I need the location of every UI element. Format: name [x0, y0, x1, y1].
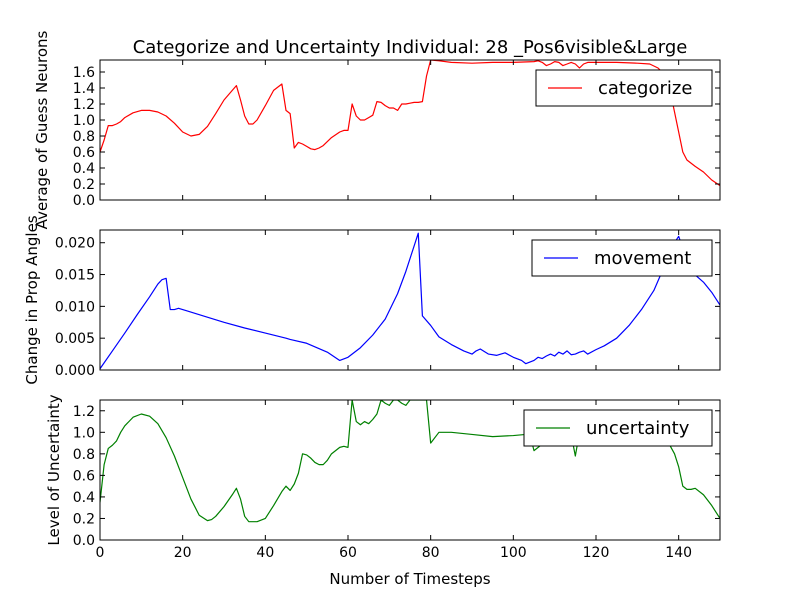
plot-frame — [99, 59, 721, 201]
plot-frame — [99, 399, 721, 541]
series-line-categorize — [100, 60, 720, 187]
series-line-movement — [100, 232, 720, 370]
subplot-3: 0 20 40 60 80 100 120 140 0.0 0.2 0.4 0.6 0.8 1.0 1.2 L… — [45, 394, 721, 561]
y-tick-label: 0.6 — [73, 145, 95, 161]
figure-title: Categorize and Uncertainty Individual: 2… — [133, 37, 688, 58]
y-tick-label: 0.010 — [55, 299, 95, 315]
y-tick-label: 1.2 — [73, 97, 95, 113]
y-tick-label: 1.4 — [73, 81, 95, 97]
y-tick-label: 0.6 — [73, 468, 95, 484]
y-axis-label: Average of Guess Neurons — [33, 30, 51, 229]
x-tick-label: 60 — [339, 545, 357, 561]
legend: uncertainty — [523, 409, 713, 447]
x-axis-label: Number of Timesteps — [329, 570, 490, 588]
legend: categorize — [535, 69, 713, 107]
y-axis-label: Level of Uncertainty — [45, 394, 63, 545]
plot-frame — [99, 229, 721, 371]
subplot-2: 0.000 0.005 0.010 0.015 0.020 Change in Prop … — [23, 215, 721, 385]
legend-label: uncertainty — [586, 418, 690, 439]
y-tick-label: 0.8 — [73, 129, 95, 145]
y-tick-label: 0.0 — [73, 193, 95, 209]
legend-box — [531, 239, 713, 277]
y-tick-label: 0.005 — [55, 331, 95, 347]
y-tick-label: 0.2 — [73, 511, 95, 527]
legend-label: categorize — [598, 78, 692, 99]
x-tick-label: 100 — [500, 545, 527, 561]
y-tick-label: 0.0 — [73, 533, 95, 549]
x-tick-label: 0 — [96, 545, 105, 561]
y-tick-label: 0.000 — [55, 363, 95, 379]
x-tick-label: 80 — [422, 545, 440, 561]
x-tick-label: 20 — [174, 545, 192, 561]
subplot-1: 0.00.20.40.60.81.01.21.41.6 Average of Gu… — [33, 30, 721, 229]
y-tick-label: 0.4 — [73, 490, 95, 506]
y-tick-label: 0.8 — [73, 447, 95, 463]
legend-label: movement — [594, 248, 691, 269]
legend: movement — [531, 239, 713, 277]
x-tick-label: 40 — [256, 545, 274, 561]
y-tick-label: 1.0 — [73, 425, 95, 441]
y-tick-label: 0.2 — [73, 177, 95, 193]
y-tick-label: 1.2 — [73, 404, 95, 420]
x-tick-label: 140 — [665, 545, 692, 561]
x-tick-label: 120 — [583, 545, 610, 561]
y-tick-label: 0.020 — [55, 236, 95, 252]
y-axis-label: Change in Prop Angles — [23, 215, 41, 384]
y-tick-label: 1.0 — [73, 113, 95, 129]
y-tick-label: 0.4 — [73, 161, 95, 177]
y-tick-label: 1.6 — [73, 65, 95, 81]
y-tick-label: 0.015 — [55, 268, 95, 284]
